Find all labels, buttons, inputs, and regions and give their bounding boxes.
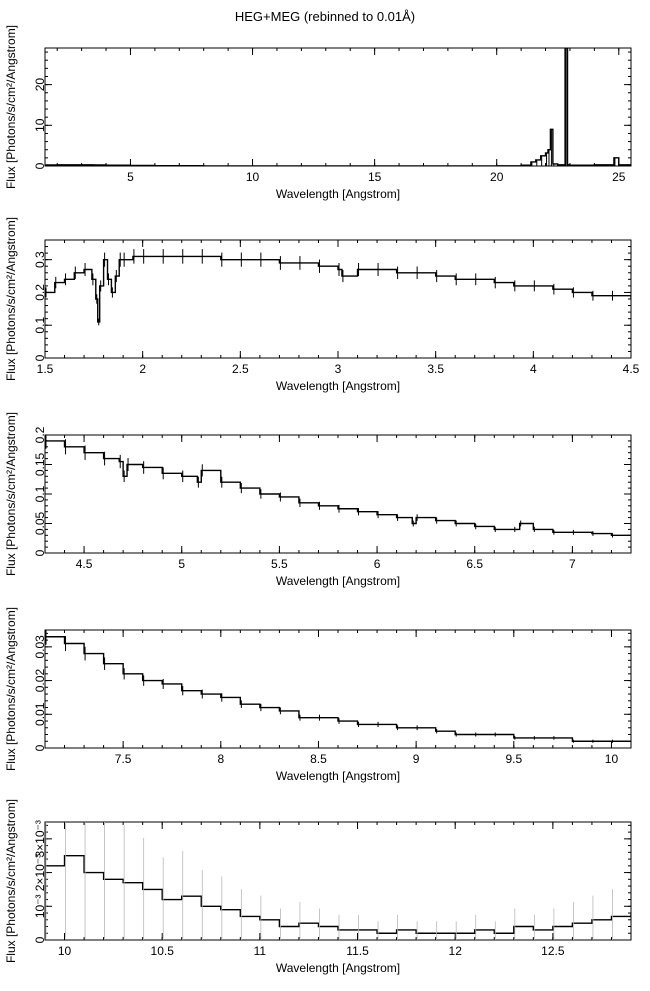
y-tick-label: 0.15: [33, 452, 47, 476]
x-tick-label: 6: [374, 557, 381, 571]
x-tick-label: 20: [490, 170, 504, 184]
x-tick-label: 12: [449, 944, 463, 958]
y-tick-label: 0.1: [33, 317, 47, 334]
x-tick-label: 11: [254, 944, 267, 958]
x-tick-label: 5: [178, 557, 185, 571]
spectrum-line: [45, 855, 631, 934]
x-tick-label: 3.5: [427, 362, 444, 376]
x-tick-label: 1.5: [37, 362, 54, 376]
y-tick-label: 10: [33, 118, 47, 132]
chart-title: HEG+MEG (rebinned to 0.01Å): [234, 9, 416, 24]
y-tick-label: 0.2: [33, 426, 47, 443]
x-tick-label: 2.5: [232, 362, 249, 376]
spectrum-line: [45, 48, 631, 166]
y-tick-label: 2×10⁻³: [33, 854, 47, 891]
x-tick-label: 10: [246, 170, 260, 184]
y-tick-label: 0: [33, 162, 47, 169]
plot-frame: [44, 434, 632, 554]
y-tick-label: 0.3: [33, 251, 47, 268]
plot-frame: [44, 47, 632, 167]
y-tick-label: 20: [33, 78, 47, 92]
x-tick-label: 7: [569, 557, 576, 571]
x-tick-label: 4.5: [76, 557, 93, 571]
y-tick-label: 0.2: [33, 284, 47, 301]
y-tick-label: 0.01: [33, 702, 47, 726]
x-tick-label: 8: [217, 752, 224, 766]
x-tick-label: 11.5: [346, 944, 369, 958]
y-tick-label: 3×10⁻³: [33, 820, 47, 857]
x-tick-label: 10: [605, 752, 619, 766]
chart-panel: 4.5 5 5.5 6 6.5 7 0 0.05 0.1 0.15 0.2 Wavelength [A…: [4, 412, 632, 588]
x-tick-label: 10: [58, 944, 72, 958]
x-tick-label: 3: [335, 362, 342, 376]
x-tick-label: 25: [612, 170, 626, 184]
spectrum-line: [45, 255, 631, 323]
x-tick-label: 9: [413, 752, 420, 766]
x-tick-label: 5.5: [271, 557, 288, 571]
y-axis-label: Flux [Photons/s/cm²/Angstrom]: [4, 217, 18, 381]
x-tick-label: 7.5: [115, 752, 132, 766]
x-axis-label: Wavelength [Angstrom]: [276, 187, 400, 201]
x-tick-label: 12.5: [541, 944, 565, 958]
x-tick-label: 10.5: [151, 944, 175, 958]
y-tick-label: 0: [33, 744, 47, 751]
x-tick-label: 4.5: [623, 362, 640, 376]
chart-panel: 1.5 2 2.5 3 3.5 4 4.5 0 0.1 0.2 0.3 Wavelength [Ang…: [4, 217, 640, 393]
chart-panel: 10 10.5 11 11.5 12 12.5 0 10⁻³ 2×10⁻³3×10⁻³ Wavel…: [4, 799, 632, 975]
x-axis-label: Wavelength [Angstrom]: [276, 961, 400, 975]
chart-panel: 5 10 15 20 25 0 10 20 Wavelength [Angstrom] Flux …: [4, 25, 632, 201]
y-tick-label: 0: [33, 936, 47, 943]
y-tick-label: 0: [33, 354, 47, 361]
x-tick-label: 5: [127, 170, 134, 184]
y-tick-label: 0.05: [33, 511, 47, 535]
x-tick-label: 8.5: [310, 752, 327, 766]
spectrum-line: [45, 636, 631, 742]
plot-frame: [44, 821, 632, 941]
y-tick-label: 0: [33, 549, 47, 556]
y-tick-label: 0.02: [33, 669, 47, 693]
x-tick-label: 4: [530, 362, 537, 376]
x-axis-label: Wavelength [Angstrom]: [276, 379, 400, 393]
x-tick-label: 6.5: [466, 557, 483, 571]
y-tick-label: 10⁻³: [33, 894, 47, 918]
x-axis-label: Wavelength [Angstrom]: [276, 769, 400, 783]
y-tick-label: 0.03: [33, 635, 47, 659]
x-tick-label: 9.5: [505, 752, 522, 766]
y-axis-label: Flux [Photons/s/cm²/Angstrom]: [4, 607, 18, 771]
y-axis-label: Flux [Photons/s/cm²/Angstrom]: [4, 799, 18, 963]
y-axis-label: Flux [Photons/s/cm²/Angstrom]: [4, 412, 18, 576]
x-tick-label: 2: [139, 362, 146, 376]
plot-frame: [44, 629, 632, 749]
spectrum-line: [45, 440, 631, 536]
y-axis-label: Flux [Photons/s/cm²/Angstrom]: [4, 25, 18, 189]
chart-panel: 7.5 8 8.5 9 9.5 10 0 0.01 0.02 0.03 Wavelength [An…: [4, 607, 632, 783]
y-tick-label: 0.1: [33, 485, 47, 502]
x-axis-label: Wavelength [Angstrom]: [276, 574, 400, 588]
x-tick-label: 15: [368, 170, 382, 184]
